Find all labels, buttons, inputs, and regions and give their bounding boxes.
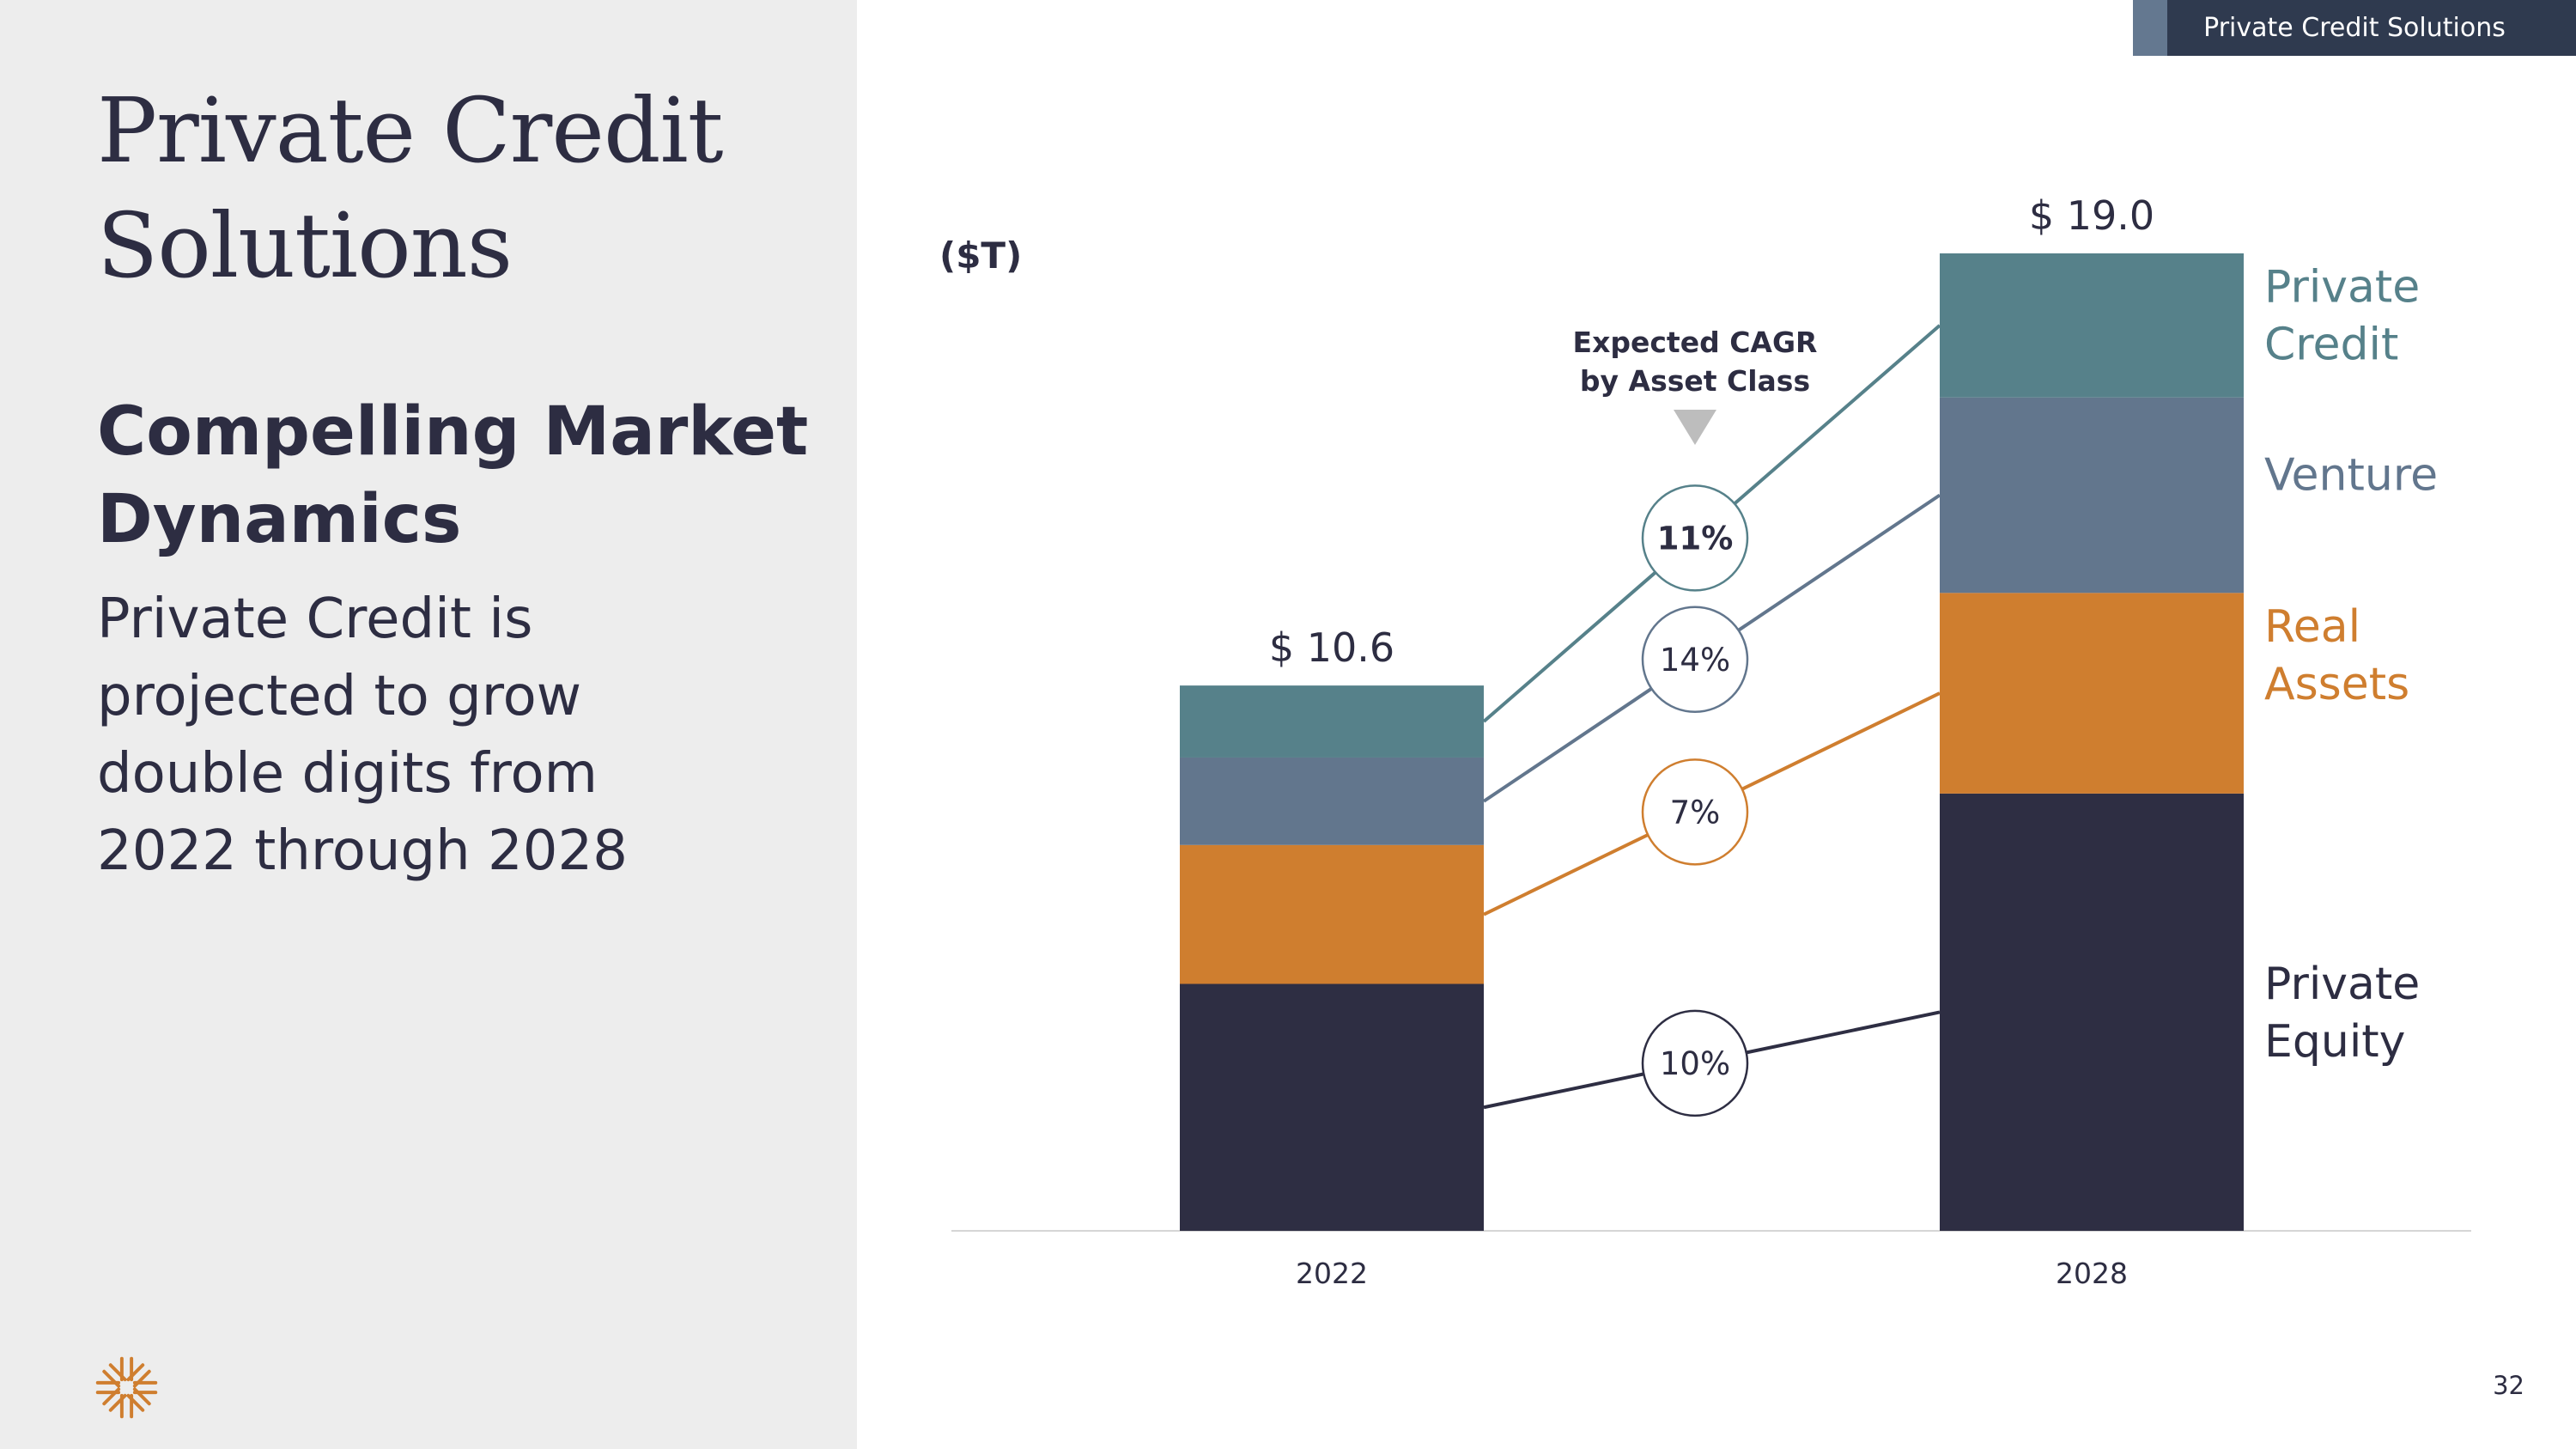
section-subtitle: Compelling Market Dynamics [97, 388, 835, 563]
bars-group [1180, 253, 2244, 1231]
body-text: Private Credit is projected to grow doub… [97, 581, 801, 890]
series-label-line: Venture [2264, 450, 2438, 502]
page-number: 32 [2493, 1371, 2524, 1400]
body-line-4: 2022 through 2028 [97, 819, 628, 883]
cagr-title-line-2: by Asset Class [1580, 364, 1810, 398]
cagr-pointer-icon [1674, 410, 1716, 445]
series-label-line: Equity [2264, 1016, 2405, 1068]
left-panel: Private Credit Solutions Compelling Mark… [0, 0, 857, 1449]
series-label-line: Private [2264, 262, 2420, 314]
bar-real-assets-2028 [1940, 593, 2244, 794]
body-line-1: Private Credit is [97, 588, 533, 651]
series-label-private-credit: Private Credit [2264, 262, 2420, 371]
series-label-private-equity: Private Equity [2264, 959, 2420, 1068]
title-line-2: Solutions [97, 193, 513, 298]
cagr-label-private-equity: 10% [1660, 1045, 1730, 1082]
series-label-line: Assets [2264, 659, 2409, 710]
series-label-venture: Venture [2264, 450, 2438, 502]
bar-real-assets-2022 [1180, 844, 1484, 984]
bar-venture-2028 [1940, 397, 2244, 594]
x-tick-label-2022: 2022 [1296, 1257, 1368, 1290]
chart-labels-group: $ 10.6 2022 $ 19.0 2028 Private Equity Real Ass… [1269, 192, 2438, 1290]
total-label-2028: $ 19.0 [2029, 192, 2154, 239]
body-line-3: double digits from [97, 742, 598, 806]
cagr-title-line-1: Expected CAGR [1573, 326, 1818, 359]
body-line-2: projected to grow [97, 665, 582, 728]
bar-private-equity-2022 [1180, 983, 1484, 1231]
series-label-line: Real [2264, 601, 2360, 653]
cagr-label-private-credit: 11% [1657, 520, 1734, 557]
series-label-line: Credit [2264, 320, 2398, 371]
header-tag-label: Private Credit Solutions [2203, 13, 2506, 43]
series-label-line: Private [2264, 959, 2420, 1010]
y-unit-label: ($T) [939, 234, 1022, 277]
header-tag-accent [2133, 0, 2167, 56]
x-tick-label-2028: 2028 [2056, 1257, 2128, 1290]
bar-private-credit-2028 [1940, 253, 2244, 398]
subtitle-line-2: Dynamics [97, 481, 462, 558]
stacked-bar-chart: ($T) 10% 7% 14% 11% $ 10.6 2022 $ 19.0 2028 Pri… [939, 192, 2471, 1290]
cagr-label-real-assets: 7% [1670, 794, 1721, 831]
bar-private-credit-2022 [1180, 685, 1484, 758]
title-line-1: Private Credit [97, 78, 724, 183]
company-logo-icon [95, 1356, 158, 1419]
subtitle-line-1: Compelling Market [97, 393, 809, 471]
bar-private-equity-2028 [1940, 793, 2244, 1231]
series-label-real-assets: Real Assets [2264, 601, 2409, 710]
total-label-2022: $ 10.6 [1269, 624, 1394, 671]
page-title: Private Credit Solutions [97, 73, 784, 303]
cagr-circle-private-credit [1641, 484, 1749, 592]
cagr-label-venture: 14% [1660, 642, 1730, 679]
header-section-tag: Private Credit Solutions [2133, 0, 2576, 56]
cagr-circle-real-assets [1641, 758, 1749, 866]
cagr-connectors-group: 10% 7% 14% 11% [1482, 324, 1941, 1117]
cagr-circle-venture [1641, 606, 1749, 714]
bar-venture-2022 [1180, 757, 1484, 845]
cagr-circle-private-equity [1641, 1009, 1749, 1117]
